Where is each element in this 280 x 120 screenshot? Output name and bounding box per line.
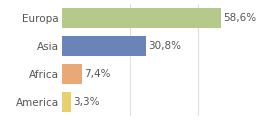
Text: 7,4%: 7,4% [84, 69, 111, 79]
Text: 30,8%: 30,8% [148, 41, 181, 51]
Bar [62, 8, 221, 28]
Text: 58,6%: 58,6% [224, 13, 257, 23]
Bar [62, 36, 146, 56]
Bar [62, 92, 71, 112]
Text: 3,3%: 3,3% [73, 97, 99, 107]
Bar [62, 64, 82, 84]
